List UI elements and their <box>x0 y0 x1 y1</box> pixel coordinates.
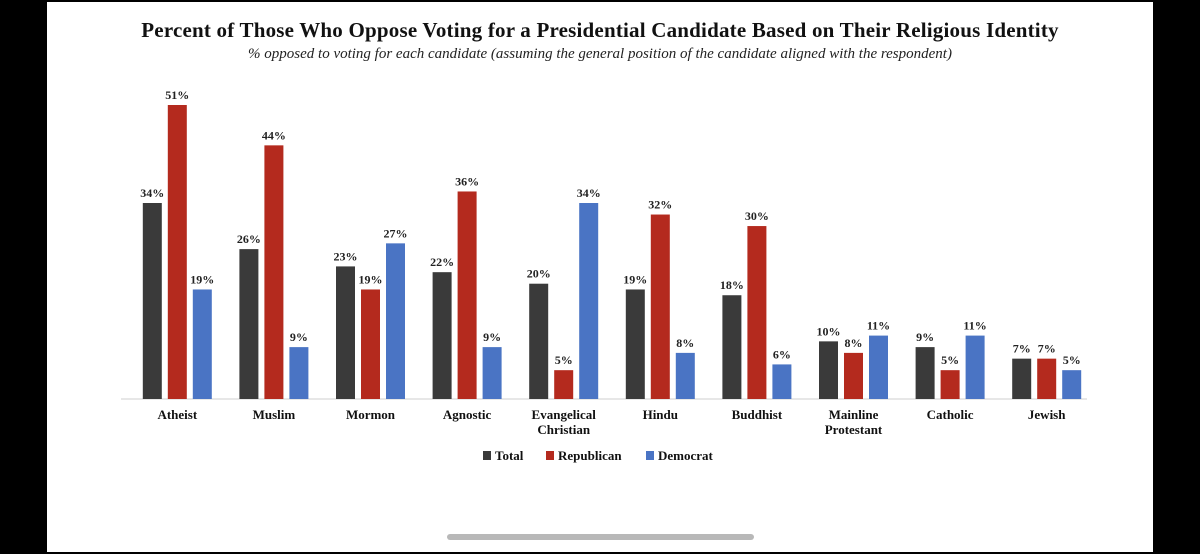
bar-total-3 <box>432 272 452 399</box>
data-label: 51% <box>165 88 189 102</box>
bar-total-4 <box>529 283 549 399</box>
bar-republican-8 <box>940 370 960 399</box>
legend-label: Total <box>495 448 524 463</box>
data-label: 9% <box>290 330 308 344</box>
data-label: 26% <box>237 232 261 246</box>
data-label: 6% <box>773 347 791 361</box>
data-label: 8% <box>676 336 694 350</box>
legend-label: Democrat <box>658 448 714 463</box>
bar-republican-7 <box>844 352 863 399</box>
data-label: 7% <box>1038 342 1056 356</box>
bar-democrat-0 <box>192 289 212 399</box>
data-label: 30% <box>745 209 769 223</box>
data-label: 44% <box>262 128 286 142</box>
data-label: 19% <box>190 272 214 286</box>
bar-total-5 <box>625 289 645 399</box>
category-label: Evangelical Christian <box>532 407 597 437</box>
data-label: 20% <box>527 267 551 281</box>
data-label: 18% <box>720 278 744 292</box>
legend-label: Republican <box>558 448 622 463</box>
chart-subtitle: % opposed to voting for each candidate (… <box>248 46 952 62</box>
bar-democrat-8 <box>965 335 985 399</box>
screenshot-frame: Percent of Those Who Oppose Voting for a… <box>47 2 1153 552</box>
category-label: Muslim <box>253 407 296 422</box>
data-label: 7% <box>1013 342 1031 356</box>
bar-total-2 <box>336 266 355 399</box>
bar-republican-5 <box>650 214 670 399</box>
category-label: Mainline Protestant <box>825 407 883 437</box>
legend-swatch-total <box>483 451 491 460</box>
legend-swatch-democrat <box>646 451 654 460</box>
data-label: 10% <box>817 324 841 338</box>
bar-democrat-1 <box>289 347 309 399</box>
bar-total-7 <box>819 341 838 399</box>
bar-total-0 <box>142 203 162 399</box>
bar-total-9 <box>1012 358 1032 399</box>
data-label: 8% <box>845 336 863 350</box>
bar-republican-9 <box>1037 358 1057 399</box>
category-label: Jewish <box>1028 407 1066 422</box>
data-label: 36% <box>455 174 479 188</box>
bar-republican-1 <box>264 145 284 399</box>
data-label: 32% <box>648 198 672 212</box>
bar-total-8 <box>915 347 935 399</box>
bar-republican-0 <box>167 105 187 399</box>
bar-republican-3 <box>457 191 477 399</box>
bar-democrat-3 <box>482 347 502 399</box>
bar-democrat-7 <box>869 335 888 399</box>
bar-republican-6 <box>747 226 767 399</box>
data-label: 9% <box>483 330 501 344</box>
data-label: 23% <box>334 249 358 263</box>
data-label: 19% <box>623 272 647 286</box>
category-label: Buddhist <box>732 407 783 422</box>
legend-swatch-republican <box>546 451 554 460</box>
bar-democrat-4 <box>579 203 599 399</box>
category-label: Mormon <box>346 407 396 422</box>
data-label: 11% <box>963 319 986 333</box>
data-label: 27% <box>384 226 408 240</box>
data-label: 5% <box>1063 353 1081 367</box>
data-label: 22% <box>430 255 454 269</box>
category-label: Atheist <box>157 407 197 422</box>
data-label: 34% <box>577 186 601 200</box>
data-label: 5% <box>555 353 573 367</box>
category-label: Agnostic <box>443 407 492 422</box>
data-label: 19% <box>359 272 383 286</box>
bar-democrat-6 <box>772 364 792 399</box>
category-label: Hindu <box>643 407 678 422</box>
bar-democrat-2 <box>386 243 405 399</box>
data-label: 34% <box>140 186 164 200</box>
bar-total-6 <box>722 295 742 399</box>
bar-democrat-9 <box>1062 370 1082 399</box>
home-indicator[interactable] <box>447 534 754 540</box>
category-label: Catholic <box>927 407 974 422</box>
bar-republican-4 <box>554 370 574 399</box>
bar-republican-2 <box>361 289 380 399</box>
data-label: 5% <box>941 353 959 367</box>
bar-democrat-5 <box>675 352 695 399</box>
data-label: 11% <box>867 319 890 333</box>
bar-total-1 <box>239 249 259 399</box>
data-label: 9% <box>916 330 934 344</box>
bar-chart: 34%51%19%Atheist26%44%9%Muslim23%19%27%M… <box>121 88 1087 463</box>
chart-title: Percent of Those Who Oppose Voting for a… <box>141 18 1059 42</box>
